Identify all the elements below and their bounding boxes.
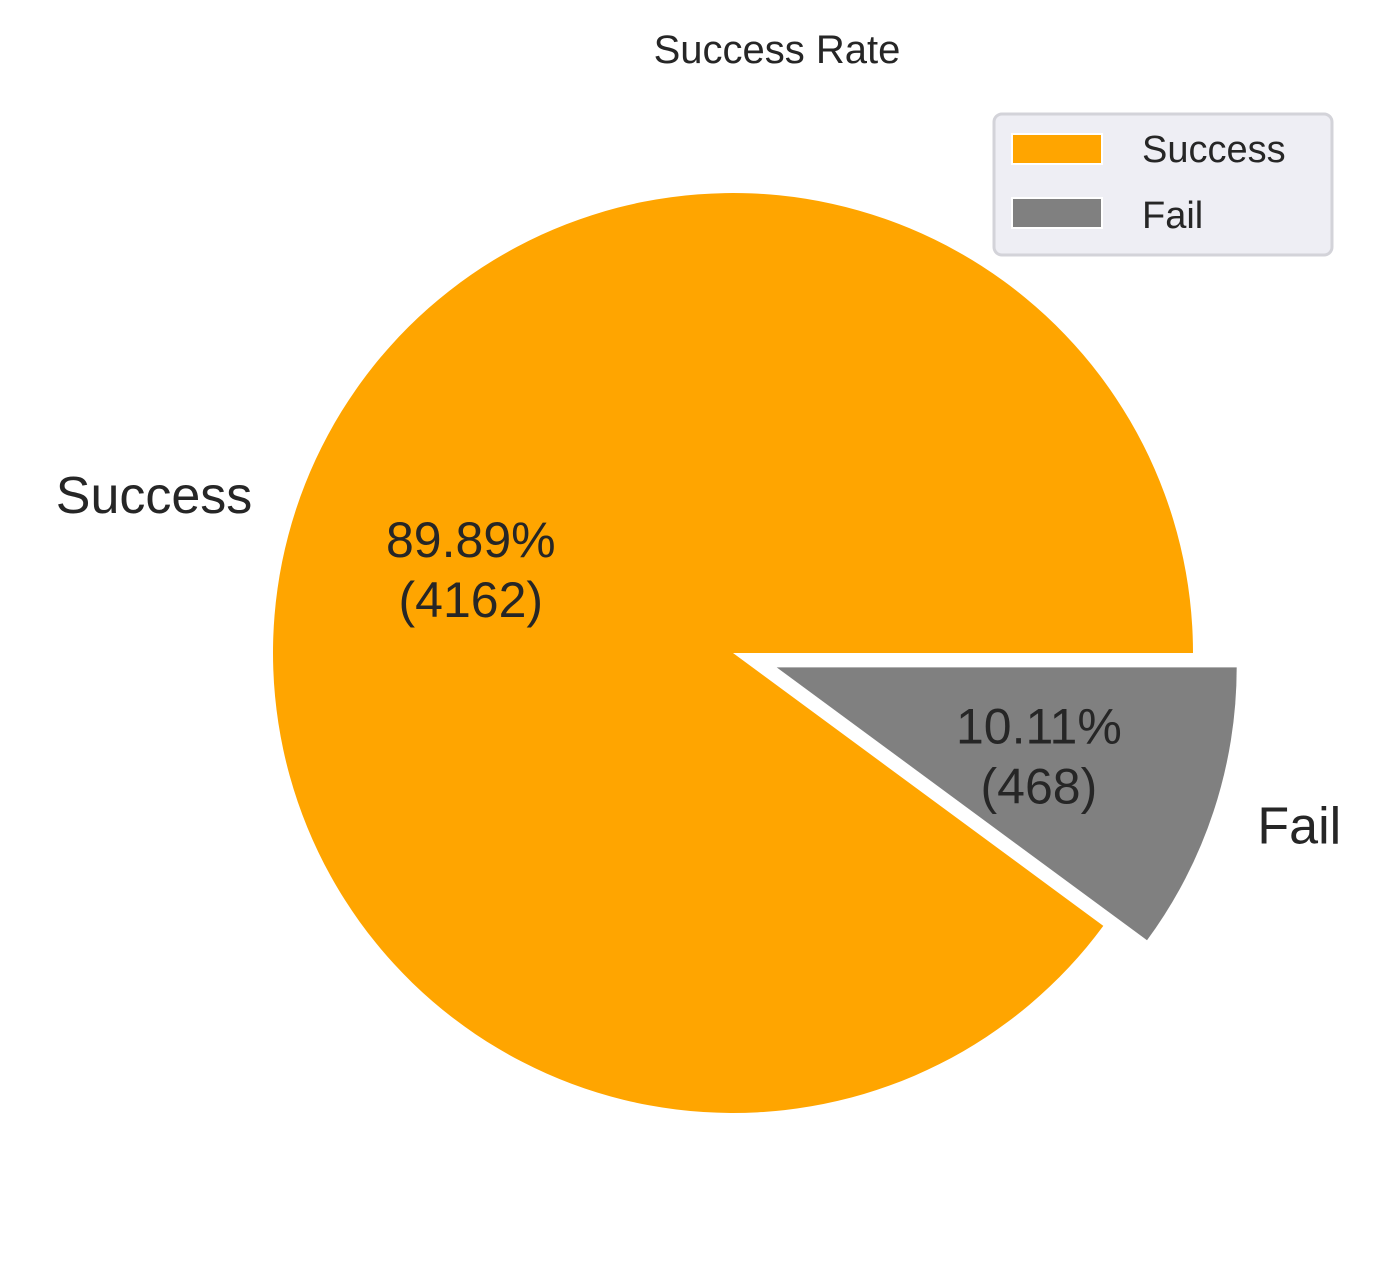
legend-label-success: Success	[1142, 129, 1286, 171]
legend-label-fail: Fail	[1142, 195, 1203, 237]
slice-count-fail: (468)	[981, 759, 1098, 815]
slice-label-fail: Fail	[1257, 797, 1341, 855]
slice-label-success: Success	[56, 467, 253, 525]
chart-title: Success Rate	[654, 28, 901, 72]
slice-count-success: (4162)	[399, 572, 544, 628]
legend-swatch-success	[1011, 133, 1103, 165]
slice-percent-success: 89.89%	[386, 512, 556, 568]
slice-percent-fail: 10.11%	[956, 699, 1122, 755]
legend-swatch-fail	[1011, 197, 1103, 229]
pie-slice-fail	[776, 667, 1237, 941]
pie-labels: Success 89.89%(4162) Fail 10.11%(468)	[56, 467, 1341, 855]
legend: Success Fail	[992, 112, 1334, 257]
pie-slices	[272, 192, 1237, 1113]
pie-slice-success	[272, 192, 1193, 1113]
